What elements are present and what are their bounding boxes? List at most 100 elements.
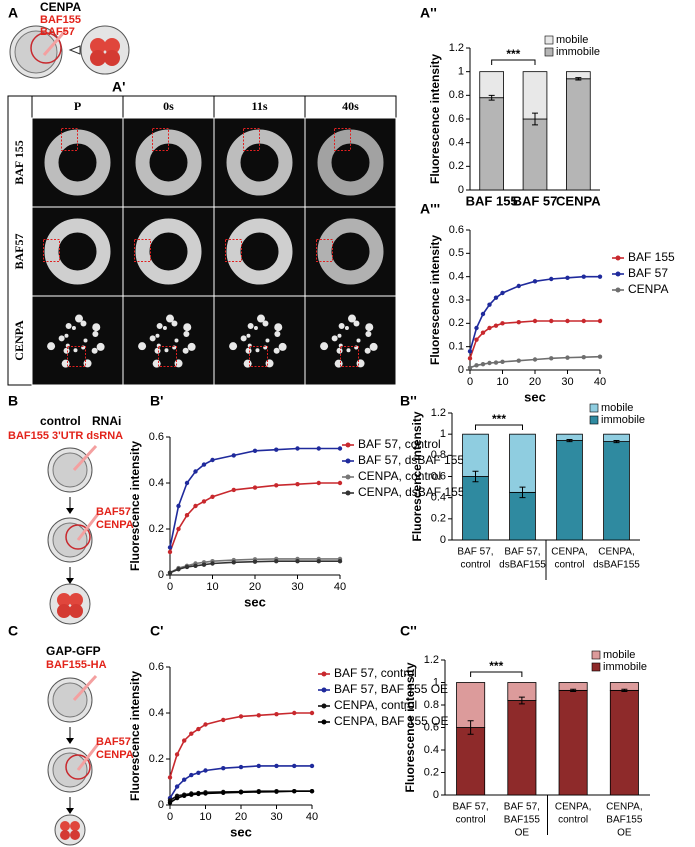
data-point bbox=[474, 325, 479, 331]
data-point bbox=[474, 363, 479, 368]
data-point bbox=[252, 485, 258, 490]
legend-label: BAF 57, control bbox=[334, 666, 417, 680]
data-point bbox=[493, 295, 499, 300]
diagram-label: control bbox=[40, 414, 81, 428]
data-point bbox=[210, 561, 215, 566]
bar-segment bbox=[509, 491, 536, 541]
y-tick-label: 1.2 bbox=[431, 407, 446, 419]
centromere-spot bbox=[255, 348, 260, 353]
centromere-spot bbox=[338, 322, 345, 329]
legend-label: BAF 57, dsBAF 155 bbox=[358, 453, 464, 467]
bar-segment bbox=[456, 727, 486, 796]
y-tick-label: 0.4 bbox=[431, 492, 446, 504]
bleach-roi bbox=[61, 128, 78, 151]
significance-bracket bbox=[470, 671, 523, 677]
legend-label: BAF 57, control bbox=[358, 437, 441, 451]
row-header: BAF57 bbox=[12, 234, 26, 270]
x-axis-label: sec bbox=[244, 594, 266, 609]
data-point bbox=[597, 274, 603, 279]
centromere-spot bbox=[154, 347, 161, 354]
y-axis-label: Fluorescence intensity bbox=[403, 662, 417, 792]
bleach-roi bbox=[152, 128, 169, 151]
panel-label: A''' bbox=[420, 201, 440, 217]
panel-label: C' bbox=[150, 623, 163, 639]
x-tick-label: control bbox=[558, 815, 588, 826]
legend-label: immobile bbox=[556, 46, 600, 58]
x-tick-label: 40 bbox=[306, 811, 318, 823]
legend-marker bbox=[345, 474, 351, 480]
data-point bbox=[337, 559, 343, 564]
x-tick-label: dsBAF155 bbox=[499, 560, 546, 571]
panel-label: C bbox=[8, 623, 18, 639]
diagram-label: BAF57 bbox=[40, 26, 75, 38]
centromere-spot bbox=[74, 314, 83, 323]
x-axis-label: sec bbox=[524, 389, 546, 404]
data-point bbox=[210, 494, 215, 499]
bar-segment bbox=[479, 71, 504, 99]
bar-segment bbox=[507, 700, 537, 796]
y-tick-label: 1 bbox=[458, 66, 464, 78]
x-tick-label: CENPA, bbox=[598, 547, 635, 558]
panel-label: A'' bbox=[420, 5, 437, 21]
centromere-spot bbox=[334, 359, 343, 368]
x-tick-label: BAF 57, bbox=[453, 802, 489, 813]
y-tick-label: 0.4 bbox=[149, 707, 164, 719]
nucleus-ring bbox=[317, 218, 384, 285]
data-point bbox=[532, 318, 538, 324]
row-header: BAF 155 bbox=[12, 140, 26, 185]
micrograph-image bbox=[31, 295, 124, 386]
centromere-spot bbox=[253, 326, 258, 331]
x-tick-label: 10 bbox=[199, 811, 211, 823]
data-point bbox=[182, 793, 187, 798]
y-tick-label: 0.2 bbox=[149, 523, 164, 535]
data-point bbox=[167, 570, 173, 575]
data-point bbox=[581, 274, 586, 279]
data-point bbox=[176, 503, 181, 509]
data-point bbox=[182, 738, 187, 743]
centromere-spot bbox=[149, 335, 156, 342]
data-point bbox=[309, 710, 315, 716]
diagram-label: CENPA bbox=[96, 749, 134, 761]
diagram-b bbox=[47, 444, 100, 625]
x-tick-label: CENPA, bbox=[551, 547, 588, 558]
x-tick-label: BAF 155 bbox=[466, 193, 518, 208]
y-tick-label: 0.3 bbox=[449, 294, 464, 306]
x-tick-label: 10 bbox=[206, 581, 218, 593]
error-bar bbox=[566, 438, 573, 443]
x-tick-label: control bbox=[460, 560, 490, 571]
data-point bbox=[532, 357, 538, 362]
centromere-spot bbox=[273, 347, 280, 354]
data-point bbox=[196, 791, 201, 797]
significance-bracket bbox=[491, 59, 536, 65]
centromere-spot bbox=[265, 338, 270, 343]
data-point bbox=[565, 355, 570, 360]
data-point bbox=[500, 321, 505, 326]
data-point bbox=[210, 457, 215, 463]
y-tick-label: 0.8 bbox=[431, 449, 446, 461]
diagram-label: CENPA bbox=[40, 0, 81, 14]
y-tick-label: 1 bbox=[440, 428, 446, 440]
centromere-spot bbox=[240, 335, 247, 342]
legend-label: mobile bbox=[603, 649, 635, 661]
y-tick-label: 0.6 bbox=[149, 661, 164, 673]
data-point bbox=[184, 564, 190, 570]
error-bar bbox=[621, 688, 628, 692]
legend-label: CENPA, dsBAF 155 bbox=[358, 485, 465, 499]
data-point bbox=[549, 356, 554, 361]
centromere-spot bbox=[171, 320, 178, 327]
x-tick-label: control bbox=[554, 560, 584, 571]
significance: *** bbox=[489, 659, 503, 673]
centromere-spot bbox=[138, 342, 147, 351]
centromere-spot bbox=[274, 323, 283, 332]
column-header: 11s bbox=[251, 99, 267, 113]
legend-label: BAF 57, BAF 155 OE bbox=[334, 682, 448, 696]
centromere-spot bbox=[256, 314, 265, 323]
data-point bbox=[516, 319, 521, 325]
data-point bbox=[467, 356, 473, 361]
x-tick-label: CENPA bbox=[556, 193, 601, 208]
data-point bbox=[274, 447, 279, 452]
micrograph-image bbox=[304, 295, 397, 386]
centromere-spot bbox=[92, 323, 101, 332]
legend-label: mobile bbox=[601, 402, 633, 414]
data-point bbox=[182, 777, 187, 782]
